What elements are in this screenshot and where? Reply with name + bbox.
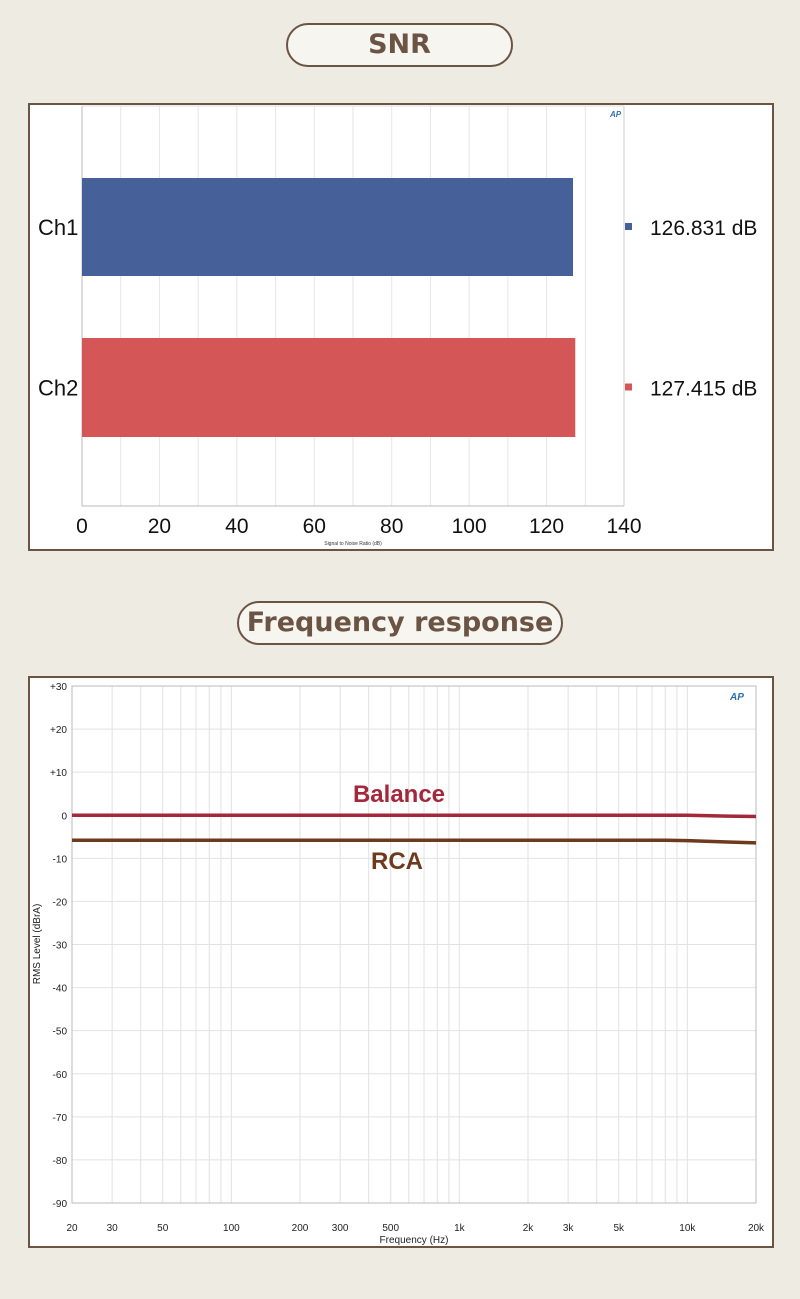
- y-tick-label: -90: [53, 1199, 68, 1210]
- bar-ch1: [82, 178, 574, 276]
- plot-border: [71, 685, 757, 1204]
- x-tick-label: 140: [606, 515, 641, 538]
- legend-swatch: [625, 223, 632, 230]
- x-tick-label: 20: [66, 1223, 78, 1234]
- y-tick-label: -50: [53, 1027, 68, 1038]
- y-tick-label: +10: [50, 768, 67, 779]
- x-tick-label: 30: [107, 1223, 119, 1234]
- y-tick-label: -70: [53, 1113, 68, 1124]
- ap-logo: AP: [609, 110, 622, 119]
- x-tick-label: 20: [148, 515, 171, 538]
- y-tick-label: -30: [53, 941, 68, 952]
- series-line-balance: [72, 813, 757, 819]
- x-tick-label: 200: [292, 1223, 309, 1234]
- y-tick-label: -60: [53, 1070, 68, 1081]
- y-tick-label: -20: [53, 897, 68, 908]
- ap-logo: AP: [729, 692, 744, 703]
- x-axis-label: Signal to Noise Ratio (dB): [324, 541, 382, 547]
- y-tick-label: -10: [53, 854, 68, 865]
- x-tick-label: 80: [380, 515, 403, 538]
- snr-title: SNR: [286, 23, 513, 67]
- x-tick-label: 10k: [679, 1223, 696, 1234]
- value-label: 126.831 dB: [650, 217, 757, 240]
- x-axis-label: Frequency (Hz): [380, 1235, 449, 1246]
- x-tick-label: 500: [382, 1223, 399, 1234]
- bar-ch2: [82, 338, 576, 437]
- legend-swatch: [625, 383, 632, 391]
- x-tick-label: 120: [529, 515, 564, 538]
- x-tick-label: 40: [225, 515, 248, 538]
- category-label: Ch1: [38, 215, 78, 240]
- x-tick-label: 300: [332, 1223, 349, 1234]
- y-tick-label: -80: [53, 1156, 68, 1167]
- category-label: Ch2: [38, 376, 78, 401]
- x-tick-label: 20k: [748, 1223, 765, 1234]
- x-tick-label: 5k: [613, 1223, 625, 1234]
- y-axis-label: RMS Level (dBrA): [32, 904, 43, 985]
- x-tick-label: 100: [452, 515, 487, 538]
- series-line-rca: [72, 838, 757, 845]
- value-label: 127.415 dB: [650, 378, 757, 401]
- x-tick-label: 60: [303, 515, 326, 538]
- x-tick-label: 100: [223, 1223, 240, 1234]
- y-tick-label: +20: [50, 725, 67, 736]
- y-tick-label: 0: [61, 811, 67, 822]
- y-tick-label: +30: [50, 682, 67, 693]
- series-label-balance: Balance: [353, 781, 445, 808]
- fr-chart-panel: [28, 676, 774, 1248]
- x-tick-label: 0: [76, 515, 88, 538]
- x-tick-label: 3k: [563, 1223, 575, 1234]
- series-label-rca: RCA: [371, 848, 423, 875]
- x-tick-label: 2k: [523, 1223, 535, 1234]
- x-tick-label: 50: [157, 1223, 169, 1234]
- fr-title: Frequency response: [237, 601, 563, 645]
- y-tick-label: -40: [53, 984, 68, 995]
- snr-chart-panel: [28, 103, 774, 551]
- x-tick-label: 1k: [454, 1223, 466, 1234]
